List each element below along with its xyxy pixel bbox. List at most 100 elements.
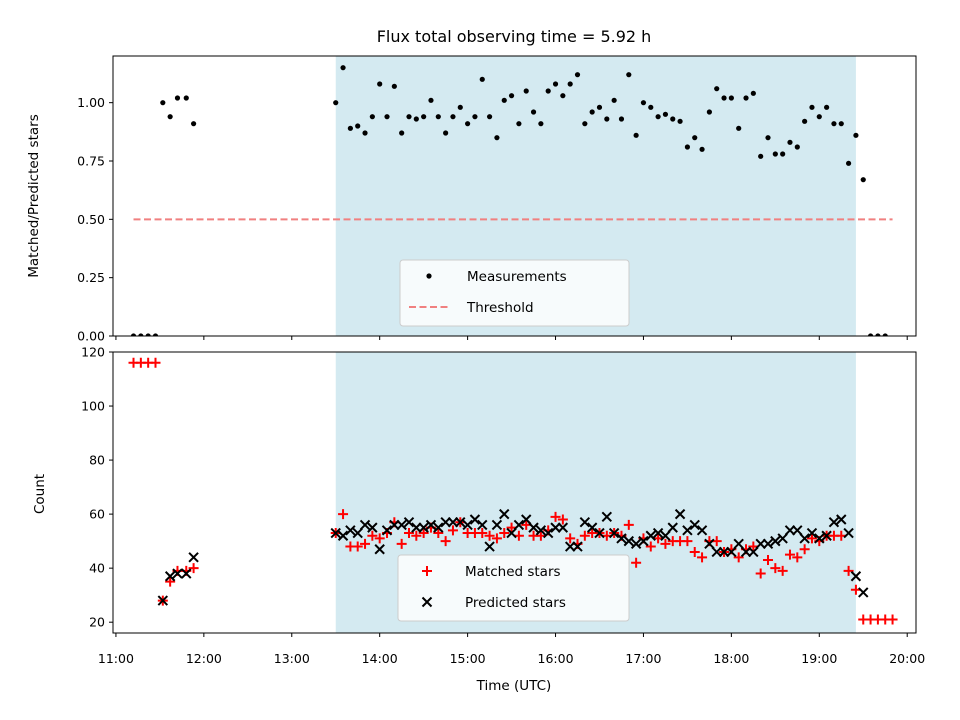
measurement-point [560, 93, 566, 99]
legend-label: Threshold [466, 300, 534, 316]
legend-box [399, 259, 630, 327]
matched-star-point [777, 565, 788, 576]
measurement-point [190, 121, 197, 127]
measurement-point [333, 100, 339, 106]
matched-star-point [396, 538, 407, 549]
predicted-star-point [345, 525, 356, 536]
predicted-star-point [608, 527, 620, 539]
predicted-star-point [425, 519, 437, 531]
measurement-point [174, 95, 181, 101]
predicted-star-point [704, 538, 715, 550]
predicted-star-point [477, 519, 488, 531]
measurement-point [530, 109, 537, 115]
measurement-point [552, 81, 559, 87]
x-tick-label: 15:00 [450, 651, 486, 666]
legend-label: Matched stars [465, 564, 561, 580]
measurement-point [867, 333, 874, 336]
matched-star-point [697, 552, 708, 563]
measurement-point [875, 333, 881, 336]
measurement-point [130, 333, 137, 336]
measurement-point [633, 132, 639, 138]
measurement-point [845, 160, 852, 166]
measurement-point [428, 97, 434, 103]
measurement-point [831, 121, 837, 127]
measurement-point [435, 114, 441, 120]
bottom-panel: 20 40 60 80 100 120 11:00 12:00 13:00 14:00 15:00 1… [81, 345, 925, 667]
predicted-star-point [733, 538, 744, 550]
matched-star-point [799, 544, 810, 555]
measurement-point [882, 333, 888, 336]
measurement-point [443, 130, 449, 136]
predicted-star-point [484, 541, 495, 552]
measurement-point [421, 114, 427, 120]
predicted-star-point [660, 530, 671, 541]
predicted-star-point [638, 535, 649, 547]
predicted-star-point [667, 522, 678, 533]
matched-star-point [565, 533, 576, 544]
measurement-point [626, 72, 632, 78]
predicted-star-point [828, 517, 840, 528]
measurement-point [853, 132, 859, 138]
measurement-point [662, 111, 669, 117]
matched-star-point [763, 555, 774, 566]
predicted-star-point [359, 519, 371, 531]
predicted-star-point [455, 517, 466, 528]
matched-star-point [806, 533, 817, 544]
matched-star-point [150, 357, 161, 368]
measurement-point [640, 100, 647, 106]
predicted-star-point [674, 508, 686, 520]
measurement-point [582, 121, 588, 127]
predicted-star-point [762, 538, 774, 550]
measurement-point [670, 116, 676, 122]
predicted-star-point [157, 595, 169, 606]
measurement-point [824, 104, 830, 110]
y-tick-label: 20 [89, 615, 105, 630]
predicted-star-point [682, 525, 693, 536]
measurement-point [677, 118, 683, 124]
matched-star-point [367, 530, 378, 541]
matched-star-point [623, 519, 634, 530]
y-tick-label: 80 [89, 453, 105, 468]
measurement-point [596, 104, 603, 110]
predicted-star-point [506, 527, 517, 539]
measurement-point [721, 95, 727, 101]
measurement-point [655, 114, 661, 120]
matched-star-point [440, 536, 451, 547]
matched-star-point [165, 576, 176, 587]
measurement-point [567, 81, 573, 87]
predicted-star-point [535, 525, 547, 536]
measurement-point [684, 144, 691, 150]
predicted-star-point [469, 514, 481, 525]
measurement-point [508, 93, 515, 99]
y-tick-label: 120 [81, 345, 105, 360]
measurement-point [816, 114, 822, 120]
predicted-star-point [858, 587, 869, 598]
measurement-point [377, 81, 383, 87]
predicted-star-point [586, 522, 598, 533]
measurement-point [406, 114, 412, 120]
y-tick-label: 0.50 [77, 212, 105, 227]
predicted-star-point [352, 527, 363, 539]
x-tick-label: 19:00 [801, 651, 837, 666]
measurement-point [728, 95, 734, 101]
x-tick-label: 20:00 [889, 651, 925, 666]
measurement-point [860, 177, 866, 183]
measurement-point [750, 90, 756, 96]
predicted-star-point [403, 517, 415, 528]
predicted-star-point [652, 527, 664, 539]
measurement-point [714, 86, 720, 92]
measurement-point [472, 114, 478, 120]
predicted-star-point [726, 546, 737, 558]
measurement-point [145, 333, 151, 336]
measurement-point [479, 76, 485, 82]
matched-star-point [579, 530, 590, 541]
measurement-point [167, 114, 173, 120]
predicted-star-point [696, 525, 708, 536]
matched-star-point [484, 530, 495, 541]
predicted-star-point [396, 519, 407, 531]
predicted-star-point [630, 538, 642, 550]
matched-star-point [660, 538, 671, 549]
legend-plus-marker [422, 566, 432, 576]
matched-star-point [447, 525, 458, 536]
y-tick-label: 40 [89, 561, 105, 576]
